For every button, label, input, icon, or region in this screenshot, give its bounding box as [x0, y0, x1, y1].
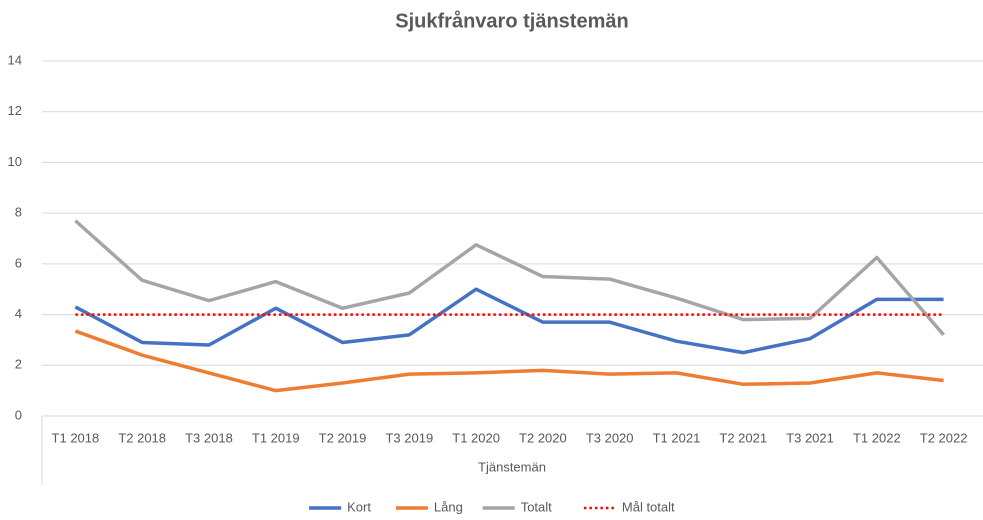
x-tick-label: T2 2018 — [118, 430, 166, 445]
y-tick-label: 4 — [15, 306, 22, 321]
y-tick-label: 10 — [8, 154, 22, 169]
y-tick-label: 2 — [15, 357, 22, 372]
series-line — [74, 287, 944, 355]
legend-label: Mål totalt — [622, 499, 675, 514]
y-tick-label: 6 — [15, 255, 22, 270]
series-line — [74, 219, 945, 337]
x-tick-label: T1 2020 — [452, 430, 500, 445]
y-tick-label: 12 — [8, 103, 22, 118]
y-tick-label: 14 — [8, 52, 22, 67]
x-tick-label: T3 2019 — [385, 430, 433, 445]
x-tick-label: T2 2020 — [519, 430, 567, 445]
x-tick-label: T3 2021 — [786, 430, 834, 445]
x-tick-label: T3 2020 — [586, 430, 634, 445]
x-tick-label: T1 2019 — [252, 430, 300, 445]
x-tick-label: T1 2022 — [853, 430, 901, 445]
chart-title: Sjukfrånvaro tjänstemän — [395, 9, 628, 32]
x-tick-label: T2 2019 — [319, 430, 367, 445]
x-axis-label: Tjänstemän — [478, 459, 546, 474]
legend-label: Totalt — [521, 499, 552, 514]
y-tick-label: 0 — [15, 407, 22, 422]
x-tick-label: T2 2021 — [719, 430, 767, 445]
y-tick-label: 8 — [15, 205, 22, 220]
legend-label: Kort — [347, 499, 371, 514]
x-tick-label: T2 2022 — [920, 430, 968, 445]
x-tick-label: T1 2021 — [653, 430, 701, 445]
series-line — [74, 329, 944, 393]
x-tick-label: T3 2018 — [185, 430, 233, 445]
legend-label: Lång — [434, 499, 463, 514]
x-tick-label: T1 2018 — [52, 430, 100, 445]
